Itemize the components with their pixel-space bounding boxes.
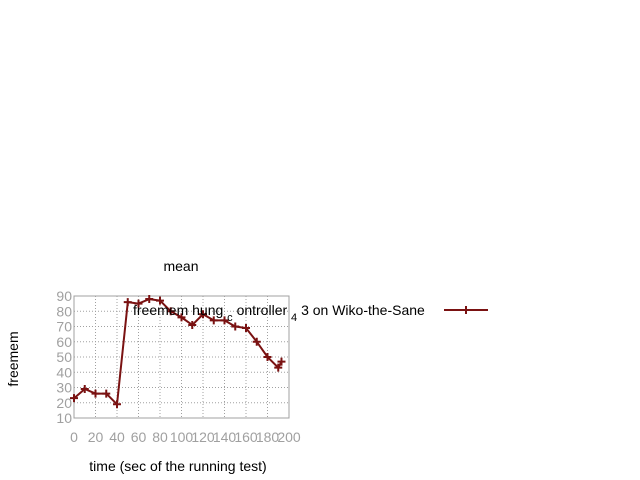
- data-point: [113, 400, 121, 409]
- x-tick-label: 180: [256, 429, 280, 445]
- y-tick-label: 60: [56, 334, 72, 350]
- data-point: [156, 296, 164, 305]
- y-axis-label: freemem: [5, 331, 21, 386]
- y-tick-label: 70: [56, 319, 72, 335]
- data-point: [220, 316, 229, 325]
- data-point: [188, 320, 197, 329]
- legend-label-rest: 3 on: [301, 302, 328, 318]
- data-point: [199, 310, 207, 319]
- y-tick-label: 40: [56, 364, 72, 380]
- data-point: [145, 295, 154, 304]
- data-point: [134, 299, 143, 308]
- x-tick-label: 120: [191, 429, 215, 445]
- data-point: [263, 353, 272, 361]
- legend-label-main: freemem hung: [133, 302, 223, 318]
- series-layer: [70, 295, 286, 409]
- data-point: [252, 337, 261, 346]
- y-tick-label: 10: [56, 410, 72, 426]
- y-tick-label: 50: [56, 349, 72, 365]
- data-point: [70, 394, 78, 403]
- y-tick-label: 80: [56, 303, 72, 319]
- y-tick-label: 90: [56, 288, 72, 304]
- x-tick-label: 20: [88, 429, 104, 445]
- chart-title: mean: [163, 258, 198, 274]
- x-tick-label: 140: [213, 429, 237, 445]
- data-point: [123, 298, 132, 307]
- data-point: [274, 363, 283, 372]
- legend: freemem hung c ontroller 4 3 on Wiko-the…: [133, 302, 488, 324]
- data-point: [177, 313, 186, 322]
- data-point: [277, 357, 286, 366]
- data-point: [102, 389, 111, 398]
- y-tick-label: 30: [56, 380, 72, 396]
- legend-label-device: Wiko-the-Sane: [332, 302, 425, 318]
- plot-frame: [73, 295, 290, 419]
- x-tick-label: 80: [152, 429, 168, 445]
- data-point: [91, 389, 100, 398]
- legend-series-marker: [462, 306, 470, 314]
- x-tick-label: 100: [170, 429, 194, 445]
- data-point: [80, 385, 89, 394]
- legend-label: freemem hung c ontroller 4 3 on Wiko-the…: [133, 302, 425, 324]
- data-point: [166, 307, 175, 316]
- legend-label-ontroller: ontroller: [237, 302, 288, 318]
- x-tick-label: 40: [109, 429, 125, 445]
- data-point: [242, 324, 250, 333]
- x-axis-label: time (sec of the running test): [89, 458, 266, 474]
- x-tick-label: 160: [234, 429, 258, 445]
- x-tick-label: 0: [70, 429, 78, 445]
- data-point: [231, 322, 240, 331]
- x-tick-label: 200: [277, 429, 301, 445]
- x-tick-label: 60: [131, 429, 147, 445]
- legend-label-sub-c: c: [227, 312, 233, 324]
- legend-label-sub-4: 4: [291, 312, 297, 324]
- y-tick-label: 20: [56, 395, 72, 411]
- data-point: [209, 316, 218, 325]
